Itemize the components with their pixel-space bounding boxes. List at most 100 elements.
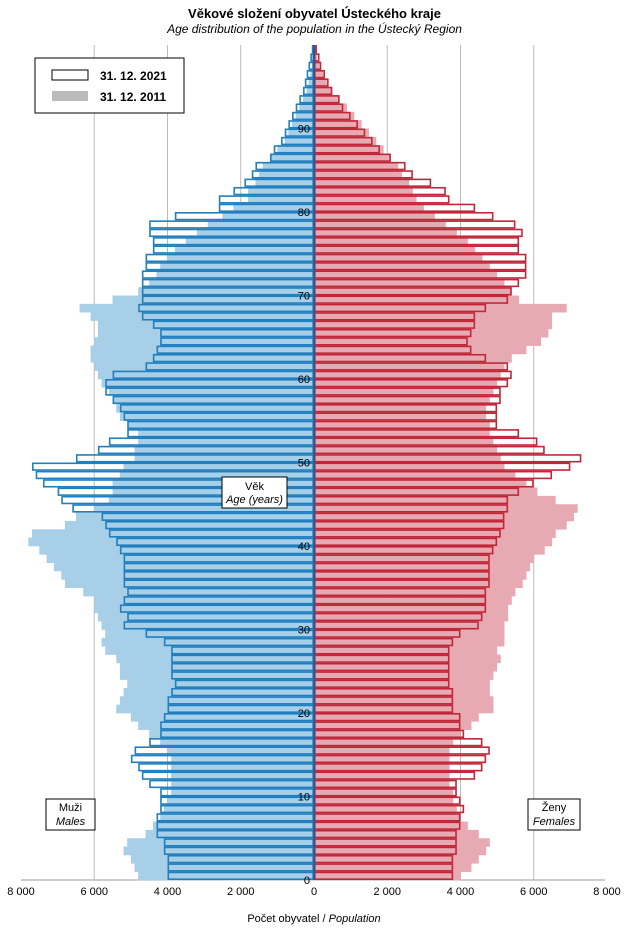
male-bar-2011 — [94, 604, 314, 614]
female-bar-2011 — [314, 120, 362, 129]
male-bar-2011 — [112, 479, 314, 488]
male-bar-2011 — [116, 404, 314, 413]
female-bar-2011 — [314, 220, 446, 229]
male-bar-2011 — [112, 395, 314, 405]
female-bar-2011 — [314, 838, 490, 847]
female-bar-2011 — [314, 671, 494, 680]
male-bar-2011 — [112, 487, 314, 497]
male-bar-2011 — [222, 212, 314, 221]
male-bar-2011 — [130, 713, 314, 722]
male-bar-2011 — [97, 612, 314, 622]
male-bar-2011 — [156, 270, 314, 280]
male-bar-2011 — [248, 186, 314, 196]
female-bar-2011 — [314, 621, 505, 630]
female-bar-2011 — [314, 287, 512, 296]
female-bar-2011 — [314, 495, 556, 505]
x-tick-label: 6 000 — [80, 886, 108, 898]
male-bar-2011 — [101, 379, 314, 388]
male-bar-2011 — [167, 746, 314, 756]
female-bar-2011 — [314, 763, 450, 772]
male-bar-2011 — [119, 470, 314, 480]
male-bar-2011 — [310, 70, 314, 79]
female-bar-2011 — [314, 487, 538, 497]
x-tick-label: 4 000 — [154, 886, 182, 898]
male-bar-2011 — [123, 846, 314, 856]
male-bar-2011 — [284, 136, 314, 146]
female-bar-2011 — [314, 788, 454, 797]
chart-title: Věkové složení obyvatel Ústeckého kraje — [188, 6, 441, 21]
female-bar-2011 — [314, 746, 450, 756]
male-bar-2011 — [94, 504, 314, 513]
chart-subtitle: Age distribution of the population in th… — [167, 22, 462, 36]
legend-label-2011: 31. 12. 2011 — [100, 90, 166, 104]
age-tick-label: 0 — [304, 875, 310, 887]
female-bar-2011 — [314, 571, 527, 580]
female-bar-2011 — [314, 95, 340, 104]
female-bar-2011 — [314, 829, 479, 839]
male-bar-2011 — [160, 738, 314, 747]
age-tick-label: 50 — [298, 458, 310, 470]
female-bar-2011 — [314, 462, 505, 472]
male-bar-2011 — [94, 337, 314, 346]
legend-box — [34, 57, 185, 114]
male-bar-2011 — [134, 445, 314, 455]
legend-swatch-2011 — [52, 91, 88, 101]
female-bar-2011 — [314, 470, 516, 480]
female-bar-2011 — [314, 328, 549, 338]
female-bar-2011 — [314, 61, 320, 71]
male-bar-2011 — [97, 370, 314, 380]
female-bar-2011 — [314, 596, 512, 605]
female-bar-2011 — [314, 404, 487, 413]
male-label-en: Males — [56, 816, 86, 828]
female-bar-2011 — [314, 345, 527, 355]
female-bar-2011 — [314, 370, 501, 380]
female-bar-2011 — [314, 395, 490, 405]
bars-2011-layer — [28, 45, 578, 881]
male-bar-2021 — [310, 53, 315, 62]
female-bar-2011 — [314, 379, 498, 388]
female-bar-2011 — [314, 696, 494, 705]
male-bar-2011 — [83, 587, 314, 597]
female-bar-2011 — [314, 103, 347, 113]
male-bar-2011 — [64, 520, 314, 530]
female-bar-2011 — [314, 520, 567, 530]
female-bar-2011 — [314, 186, 413, 196]
male-bar-2011 — [108, 387, 315, 396]
female-bar-2011 — [314, 512, 575, 522]
male-bar-2011 — [79, 303, 314, 313]
male-bar-2011 — [171, 763, 314, 772]
female-bar-2011 — [314, 86, 333, 96]
male-bar-2011 — [108, 495, 315, 505]
center-label-en: Age (years) — [225, 494, 283, 506]
female-bar-2011 — [314, 237, 468, 246]
male-bar-2011 — [105, 646, 314, 655]
tick-labels: 0 10 20 30 40 50 60 70 80 90 8 000 6 000 4 000 2 000 0… — [7, 124, 621, 899]
age-tick-label: 30 — [298, 625, 310, 637]
male-bar-2011 — [130, 854, 314, 864]
center-label: Věk Age (years) — [221, 476, 288, 509]
female-bar-2011 — [314, 454, 501, 463]
female-bar-2011 — [314, 629, 505, 639]
female-bar-2011 — [314, 796, 454, 806]
female-bar-2011 — [314, 320, 553, 330]
female-bar-2011 — [314, 562, 531, 572]
male-bar-2011 — [259, 170, 314, 179]
male-bar-2011 — [138, 871, 314, 881]
male-bar-2011 — [138, 429, 314, 438]
female-bar-2011 — [314, 612, 509, 622]
female-bar-2011 — [314, 654, 501, 664]
female-bar-2011 — [314, 161, 399, 171]
legend: 31. 12. 2021 31. 12. 2011 — [34, 57, 185, 114]
male-bar-2011 — [138, 437, 314, 447]
female-bar-2011 — [314, 854, 479, 864]
male-bar-2011 — [101, 621, 314, 630]
female-bar-2011 — [314, 429, 490, 438]
female-bar-2011 — [314, 662, 498, 672]
male-bar-2011 — [31, 529, 315, 538]
female-bar-2011 — [314, 178, 410, 188]
center-label-cz: Věk — [245, 481, 264, 493]
female-bar-2011 — [314, 412, 487, 422]
male-bar-2011 — [119, 412, 314, 422]
male-bar-2011 — [196, 228, 314, 238]
female-bar-2011 — [314, 420, 490, 430]
